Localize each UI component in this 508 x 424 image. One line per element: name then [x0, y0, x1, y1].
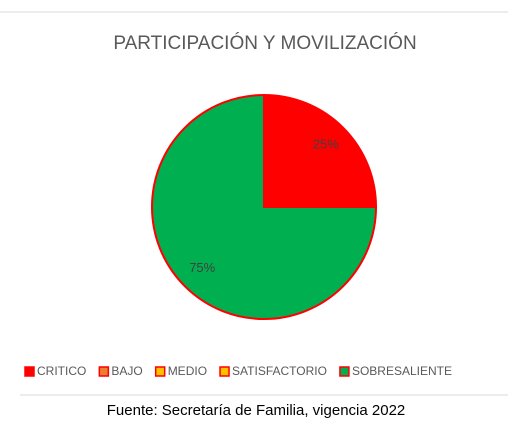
legend-label: SATISFACTORIO: [232, 364, 327, 378]
legend-label: SOBRESALIENTE: [352, 364, 452, 378]
legend-label: CRITICO: [37, 364, 86, 378]
legend-label: MEDIO: [168, 364, 207, 378]
data-label: 25%: [313, 137, 339, 152]
legend-label: BAJO: [111, 364, 142, 378]
legend-swatch: [154, 366, 166, 377]
pie-slice: [263, 93, 378, 208]
legend-swatch: [24, 366, 35, 377]
legend-swatch: [339, 366, 350, 377]
source-note: Fuente: Secretaría de Familia, vigencia …: [107, 402, 406, 419]
legend-swatch: [219, 366, 230, 377]
legend-swatch: [98, 366, 110, 377]
chart-title: PARTICIPACIÓN Y MOVILIZACIÓN: [113, 32, 416, 54]
pie-slice: [151, 93, 378, 320]
data-label: 75%: [189, 260, 215, 275]
